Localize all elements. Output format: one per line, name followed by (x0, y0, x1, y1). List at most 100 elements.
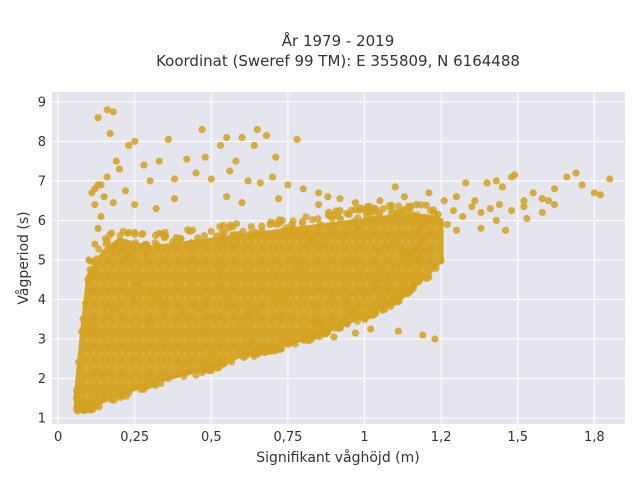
filler-point (366, 310, 374, 318)
data-point (112, 157, 120, 165)
chart-title-line-2: Koordinat (Sweref 99 TM): E 355809, N 61… (156, 52, 520, 70)
data-point (360, 291, 369, 300)
data-point (590, 189, 599, 197)
data-point (269, 173, 277, 181)
data-point (434, 210, 442, 219)
y-tick-label: 9 (38, 95, 46, 110)
data-point (498, 183, 506, 191)
data-point (238, 133, 246, 142)
data-point (299, 185, 307, 193)
data-point (459, 212, 467, 221)
data-point (91, 240, 99, 248)
data-point (315, 201, 323, 209)
data-point (364, 203, 372, 211)
data-point (94, 181, 102, 189)
filler-point (116, 392, 124, 400)
filler-point (320, 241, 329, 249)
filler-point (337, 324, 345, 332)
filler-point (197, 328, 205, 336)
y-tick-label: 6 (38, 214, 46, 229)
data-point (452, 226, 461, 234)
filler-point (306, 236, 314, 244)
filler-point (266, 220, 274, 228)
filler-point (265, 347, 273, 355)
data-point (201, 153, 209, 161)
filler-point (432, 262, 440, 270)
data-point (256, 179, 264, 187)
filler-point (239, 227, 247, 235)
data-point (223, 133, 231, 142)
data-point (520, 203, 528, 211)
filler-point (110, 396, 118, 404)
data-point (171, 175, 179, 183)
y-axis-title: Vågperiod (s) (15, 211, 32, 304)
x-tick-label: 1 (360, 430, 368, 445)
filler-point (201, 358, 209, 366)
filler-point (192, 301, 200, 309)
data-point (336, 195, 344, 203)
data-point (88, 189, 96, 197)
data-point (529, 189, 537, 197)
data-point (520, 197, 528, 205)
data-point (109, 108, 117, 116)
filler-point (231, 301, 239, 309)
data-point (315, 189, 323, 197)
filler-point (418, 222, 426, 230)
filler-point (130, 228, 139, 237)
filler-point (183, 368, 191, 376)
data-point (351, 199, 359, 207)
filler-point (250, 350, 258, 358)
x-tick-label: 0,5 (201, 430, 222, 445)
filler-point (291, 340, 299, 348)
data-point (452, 193, 461, 201)
filler-point (298, 217, 306, 226)
filler-point (140, 274, 148, 282)
data-point (293, 135, 301, 143)
data-point (440, 197, 448, 205)
filler-point (99, 391, 108, 399)
y-tick-label: 2 (38, 372, 46, 387)
filler-point (403, 290, 411, 298)
data-point (394, 327, 402, 335)
filler-point (297, 328, 305, 336)
filler-point (388, 268, 396, 276)
filler-point (140, 385, 148, 393)
filler-point (178, 308, 186, 316)
data-point (216, 141, 225, 149)
filler-point (292, 256, 301, 264)
filler-point (343, 320, 351, 328)
data-point (192, 169, 200, 177)
filler-point (87, 332, 95, 340)
y-tick-label: 5 (38, 253, 46, 268)
filler-point (343, 272, 351, 280)
filler-point (142, 250, 150, 258)
data-point (550, 185, 559, 193)
filler-point (212, 232, 221, 240)
data-point (523, 214, 531, 223)
filler-point (223, 295, 231, 303)
filler-point (73, 386, 81, 394)
data-point (403, 262, 411, 270)
filler-point (112, 285, 120, 293)
filler-point (233, 236, 241, 244)
filler-point (428, 216, 436, 224)
data-point (413, 201, 421, 209)
x-axis-ticks: 0 0,25 0,5 0,75 1 1,2 1,5 1,8 (54, 430, 605, 445)
filler-point (146, 290, 154, 298)
filler-point (219, 221, 227, 229)
data-point (250, 141, 258, 149)
data-point (477, 224, 485, 232)
data-point (397, 274, 405, 282)
filler-point (158, 230, 166, 238)
data-point (262, 131, 271, 140)
filler-point (235, 322, 243, 330)
y-tick-label: 8 (38, 135, 46, 150)
filler-point (188, 254, 196, 262)
data-point (82, 299, 90, 308)
data-point (563, 173, 571, 181)
data-point (152, 205, 160, 213)
filler-point (125, 229, 133, 237)
filler-point (73, 395, 81, 403)
data-point (606, 175, 614, 183)
